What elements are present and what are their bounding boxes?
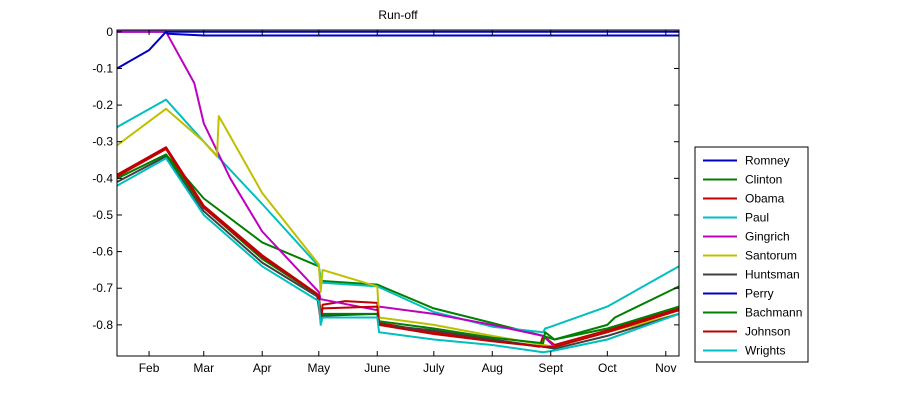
legend-label-perry: Perry bbox=[745, 287, 774, 301]
plot-area bbox=[117, 30, 679, 356]
series-lines bbox=[116, 30, 680, 354]
legend-label-gingrich: Gingrich bbox=[745, 230, 790, 244]
chart-title: Run-off bbox=[378, 8, 418, 22]
legend-label-johnson: Johnson bbox=[745, 325, 790, 339]
x-tick-label: July bbox=[423, 361, 444, 375]
y-tick-label: 0 bbox=[106, 25, 113, 39]
legend-label-huntsman: Huntsman bbox=[745, 268, 800, 282]
y-tick-label: -0.7 bbox=[92, 281, 113, 295]
x-tick-label: Aug bbox=[482, 361, 503, 375]
x-tick-label: Oct bbox=[598, 361, 617, 375]
y-tick-label: -0.5 bbox=[92, 208, 113, 222]
x-tick-label: June bbox=[364, 361, 390, 375]
legend-label-santorum: Santorum bbox=[745, 249, 797, 263]
y-tick-label: -0.6 bbox=[92, 245, 113, 259]
legend-label-obama: Obama bbox=[745, 192, 785, 206]
legend-label-wrights: Wrights bbox=[745, 344, 785, 358]
x-tick-label: Apr bbox=[253, 361, 272, 375]
y-tick-label: -0.3 bbox=[92, 135, 113, 149]
y-tick-label: -0.2 bbox=[92, 98, 113, 112]
x-tick-label: May bbox=[307, 361, 330, 375]
x-tick-label: Mar bbox=[193, 361, 214, 375]
legend-label-romney: Romney bbox=[745, 154, 790, 168]
series-line-perry bbox=[116, 30, 679, 70]
y-tick-label: -0.8 bbox=[92, 318, 113, 332]
plot-frame bbox=[116, 29, 680, 357]
x-tick-label: Feb bbox=[139, 361, 160, 375]
series-line-johnson bbox=[116, 148, 680, 348]
x-tick-label: Nov bbox=[655, 361, 676, 375]
series-line-clinton bbox=[116, 153, 680, 341]
legend-label-bachmann: Bachmann bbox=[745, 306, 802, 320]
x-tick-label: Sept bbox=[538, 361, 563, 375]
y-tick-label: -0.1 bbox=[92, 61, 113, 75]
legend-label-paul: Paul bbox=[745, 211, 769, 225]
y-tick-label: -0.4 bbox=[92, 171, 113, 185]
legend-label-clinton: Clinton bbox=[745, 173, 782, 187]
axes: 0 -0.1 -0.2 -0.3 -0.4 -0.5 -0.6 -0.7 -0.8 Feb Mar A… bbox=[92, 25, 680, 375]
series-line-gingrich bbox=[117, 30, 680, 348]
legend: Romney Clinton Obama Paul Gingrich Santorum Hu… bbox=[694, 146, 809, 363]
